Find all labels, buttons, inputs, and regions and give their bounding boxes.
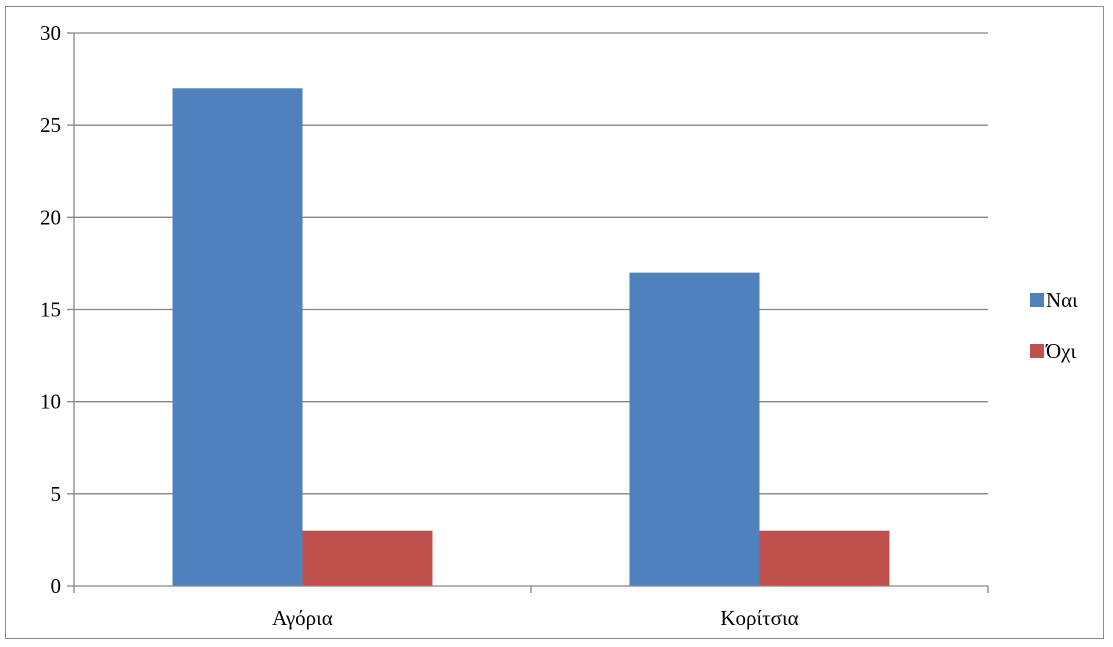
y-tick-label: 0 [51, 574, 62, 598]
legend-swatch [1030, 293, 1044, 307]
bar-Όχι-Κορίτσια [759, 530, 890, 586]
legend: Ναι Όχι [1030, 288, 1078, 363]
x-tick-label: Αγόρια [272, 606, 333, 630]
y-tick-label: 10 [40, 390, 61, 414]
x-tick-labels: Αγόρια Κορίτσια [272, 606, 798, 630]
bar-Ναι-Κορίτσια [629, 272, 760, 586]
bar-Όχι-Αγόρια [302, 530, 433, 586]
y-tick-label: 25 [40, 113, 61, 137]
y-tick-label: 30 [40, 21, 61, 45]
legend-label: Ναι [1046, 288, 1078, 312]
bars [172, 88, 890, 587]
y-tick-label: 15 [40, 298, 61, 322]
legend-swatch [1030, 344, 1044, 358]
legend-label: Όχι [1045, 339, 1076, 363]
bar-Ναι-Αγόρια [172, 88, 303, 587]
x-tick-label: Κορίτσια [720, 606, 798, 630]
y-tick-label: 5 [51, 482, 62, 506]
y-tick-labels: 0 5 10 15 20 25 30 [40, 21, 61, 598]
y-tick-label: 20 [40, 205, 61, 229]
axes [67, 32, 989, 593]
